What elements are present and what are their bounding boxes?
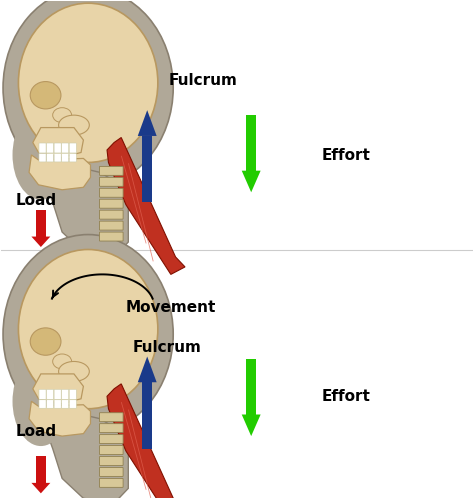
- Text: Movement: Movement: [126, 300, 216, 315]
- Text: Fulcrum: Fulcrum: [133, 339, 202, 354]
- FancyBboxPatch shape: [69, 389, 76, 399]
- FancyBboxPatch shape: [100, 413, 123, 422]
- FancyBboxPatch shape: [246, 115, 256, 171]
- Polygon shape: [242, 171, 261, 192]
- FancyBboxPatch shape: [62, 154, 69, 162]
- Text: Fulcrum: Fulcrum: [168, 73, 237, 88]
- FancyBboxPatch shape: [54, 154, 61, 162]
- FancyBboxPatch shape: [62, 400, 69, 408]
- FancyBboxPatch shape: [69, 154, 76, 162]
- Polygon shape: [138, 356, 156, 382]
- FancyBboxPatch shape: [100, 199, 123, 208]
- Ellipse shape: [12, 110, 69, 200]
- FancyBboxPatch shape: [100, 457, 123, 466]
- FancyBboxPatch shape: [36, 210, 46, 237]
- FancyBboxPatch shape: [142, 382, 153, 449]
- Ellipse shape: [18, 3, 158, 162]
- FancyBboxPatch shape: [100, 221, 123, 230]
- Polygon shape: [31, 237, 50, 247]
- FancyBboxPatch shape: [39, 154, 46, 162]
- FancyBboxPatch shape: [100, 468, 123, 477]
- Ellipse shape: [18, 250, 158, 409]
- Ellipse shape: [59, 361, 89, 381]
- FancyBboxPatch shape: [100, 177, 123, 186]
- FancyBboxPatch shape: [142, 136, 153, 202]
- FancyBboxPatch shape: [46, 143, 54, 153]
- Text: Effort: Effort: [322, 148, 371, 163]
- Ellipse shape: [3, 235, 173, 434]
- Polygon shape: [41, 409, 128, 499]
- FancyBboxPatch shape: [39, 400, 46, 408]
- FancyBboxPatch shape: [54, 389, 61, 399]
- FancyBboxPatch shape: [36, 456, 46, 483]
- Ellipse shape: [3, 0, 173, 187]
- FancyBboxPatch shape: [62, 143, 69, 153]
- Polygon shape: [33, 128, 83, 158]
- Polygon shape: [29, 401, 91, 436]
- FancyBboxPatch shape: [100, 210, 123, 219]
- Polygon shape: [33, 374, 83, 404]
- FancyBboxPatch shape: [54, 143, 61, 153]
- FancyBboxPatch shape: [100, 479, 123, 488]
- FancyBboxPatch shape: [100, 424, 123, 433]
- Polygon shape: [138, 110, 156, 136]
- Polygon shape: [31, 483, 50, 494]
- FancyBboxPatch shape: [100, 435, 123, 444]
- FancyBboxPatch shape: [69, 143, 76, 153]
- Polygon shape: [242, 415, 261, 436]
- FancyBboxPatch shape: [100, 232, 123, 241]
- Polygon shape: [107, 138, 185, 274]
- Text: Load: Load: [16, 193, 57, 208]
- Ellipse shape: [59, 115, 89, 135]
- FancyBboxPatch shape: [54, 400, 61, 408]
- Polygon shape: [41, 162, 128, 257]
- Text: Load: Load: [16, 424, 57, 439]
- Ellipse shape: [30, 81, 61, 109]
- FancyBboxPatch shape: [39, 143, 46, 153]
- Ellipse shape: [53, 354, 72, 369]
- FancyBboxPatch shape: [46, 154, 54, 162]
- Ellipse shape: [30, 328, 61, 355]
- FancyBboxPatch shape: [46, 389, 54, 399]
- FancyBboxPatch shape: [39, 389, 46, 399]
- Ellipse shape: [53, 108, 72, 123]
- Polygon shape: [29, 155, 91, 190]
- Polygon shape: [107, 384, 185, 499]
- FancyBboxPatch shape: [100, 166, 123, 175]
- FancyBboxPatch shape: [69, 400, 76, 408]
- FancyBboxPatch shape: [246, 359, 256, 415]
- FancyBboxPatch shape: [100, 188, 123, 197]
- FancyBboxPatch shape: [100, 446, 123, 455]
- FancyBboxPatch shape: [46, 400, 54, 408]
- Ellipse shape: [12, 356, 69, 446]
- Text: Effort: Effort: [322, 389, 371, 404]
- FancyBboxPatch shape: [62, 389, 69, 399]
